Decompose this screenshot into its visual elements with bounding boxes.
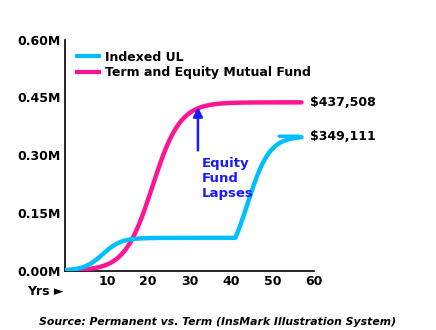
Text: Equity
Fund
Lapses: Equity Fund Lapses (202, 157, 254, 200)
Text: Yrs ►: Yrs ► (27, 285, 63, 298)
Text: Source: Permanent vs. Term (InsMark Illustration System): Source: Permanent vs. Term (InsMark Illu… (39, 317, 397, 327)
Text: $437,508: $437,508 (310, 96, 375, 109)
Legend: Indexed UL, Term and Equity Mutual Fund: Indexed UL, Term and Equity Mutual Fund (72, 46, 316, 84)
Text: $349,111: $349,111 (310, 130, 375, 143)
